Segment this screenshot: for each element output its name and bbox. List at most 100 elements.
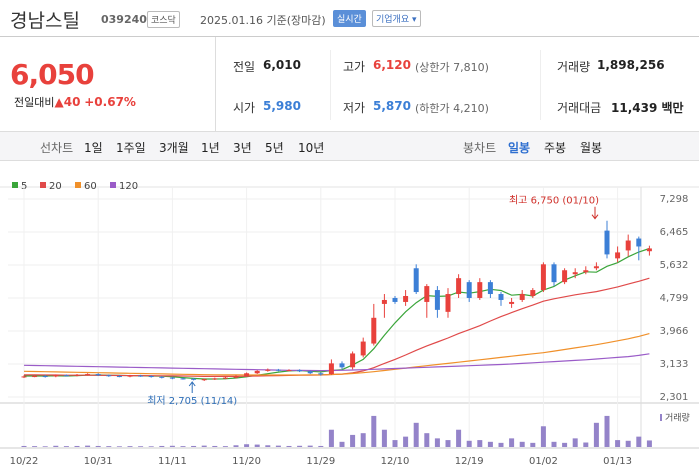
volume-bar bbox=[42, 446, 48, 447]
tab[interactable]: 1일 bbox=[84, 141, 103, 155]
date: 2025.01.16 기준(장마감) bbox=[200, 14, 326, 27]
legend-swatch bbox=[75, 182, 81, 188]
candle-body bbox=[222, 377, 228, 379]
volume-bar bbox=[169, 445, 175, 447]
tab-title: 선차트 bbox=[40, 141, 74, 155]
volume-bar bbox=[275, 445, 281, 447]
chart: 5 20 60 120 7,298 6,465 5,632 4,799 3,966 3,133 2,… bbox=[0, 181, 699, 467]
x-tick-label: 01/02 bbox=[529, 456, 558, 467]
candle-body bbox=[487, 282, 493, 295]
candle-body bbox=[646, 248, 652, 252]
candle-body bbox=[551, 264, 557, 283]
volume-bar bbox=[180, 446, 186, 447]
info-value: 6,010 bbox=[263, 58, 301, 72]
legend-label: 5 bbox=[21, 181, 27, 192]
volume-bar bbox=[477, 440, 483, 447]
market: 코스닥 bbox=[147, 11, 180, 28]
info-value: 1,898,256 bbox=[597, 58, 665, 72]
candle-body bbox=[21, 376, 27, 378]
tab[interactable]: 10년 bbox=[298, 141, 325, 155]
candle-body bbox=[318, 373, 324, 375]
x-tick-label: 12/10 bbox=[381, 456, 410, 467]
candle-body bbox=[63, 375, 69, 377]
tab[interactable]: 3개월 bbox=[159, 141, 189, 155]
overview-button[interactable]: 기업개요 ▾ bbox=[372, 10, 421, 27]
volume-bar bbox=[392, 440, 398, 447]
volume-bar bbox=[191, 445, 197, 447]
change: 전일대비▲40 +0.67% bbox=[14, 94, 136, 110]
candle-body bbox=[456, 278, 462, 295]
volume-bar bbox=[201, 445, 207, 447]
candle-body bbox=[265, 369, 271, 371]
volume-bar bbox=[106, 446, 112, 447]
tab[interactable]: 1년 bbox=[201, 141, 220, 155]
tab[interactable]: 1주일 bbox=[116, 141, 146, 155]
volume-bar bbox=[593, 422, 599, 447]
volume-bar bbox=[604, 415, 610, 447]
volume-legend-swatch bbox=[660, 414, 662, 421]
volume-bar bbox=[116, 446, 122, 447]
y-tick-label: 4,799 bbox=[660, 293, 689, 304]
candle-body bbox=[286, 370, 292, 372]
x-tick-label: 10/22 bbox=[10, 456, 39, 467]
volume-bar bbox=[498, 442, 504, 447]
max-annotation: 최고 6,750 (01/10) bbox=[509, 195, 599, 207]
candle-body bbox=[424, 286, 430, 302]
volume-bar bbox=[318, 445, 324, 447]
ma-line bbox=[23, 333, 650, 376]
candle-body bbox=[477, 282, 483, 298]
volume-bar bbox=[583, 442, 589, 447]
volume-bar bbox=[456, 429, 462, 447]
volume-bar bbox=[328, 429, 334, 447]
volume-bar bbox=[95, 445, 101, 447]
candle-body bbox=[498, 294, 504, 300]
candle-body bbox=[509, 301, 515, 304]
change-rate: +0.67% bbox=[84, 95, 136, 109]
candle-body bbox=[233, 376, 239, 378]
tab-title: 봉차트 bbox=[463, 141, 497, 155]
volume-bar bbox=[74, 445, 80, 447]
candle-body bbox=[85, 374, 91, 376]
candle-body bbox=[604, 230, 610, 255]
volume-bar bbox=[63, 446, 69, 447]
volume-bar bbox=[53, 445, 59, 447]
candle-body bbox=[540, 264, 546, 291]
volume-bar bbox=[127, 446, 133, 447]
volume-bar bbox=[572, 438, 578, 447]
candle-body bbox=[127, 375, 133, 377]
stock-name: 경남스틸 bbox=[10, 10, 80, 32]
divider bbox=[215, 37, 216, 131]
candle-body bbox=[254, 370, 260, 374]
x-tick-label: 11/11 bbox=[158, 456, 187, 467]
candle-body bbox=[148, 376, 154, 378]
realtime-button[interactable]: 실시간 bbox=[333, 10, 366, 27]
stock-code: 039240 bbox=[101, 13, 147, 26]
tab[interactable]: 월봉 bbox=[580, 141, 603, 155]
candle-body bbox=[625, 240, 631, 251]
info-value: 5,980 bbox=[263, 99, 301, 113]
tab[interactable]: 5년 bbox=[265, 141, 284, 155]
candle-body bbox=[583, 270, 589, 273]
tab[interactable]: 주봉 bbox=[544, 141, 567, 155]
candle-body bbox=[191, 378, 197, 380]
volume-bar bbox=[530, 442, 536, 447]
candle-body bbox=[32, 376, 38, 378]
volume-bar bbox=[339, 441, 345, 447]
legend-label: 120 bbox=[119, 181, 138, 192]
tab[interactable]: 3년 bbox=[233, 141, 252, 155]
volume-bar bbox=[371, 415, 377, 447]
candle-body bbox=[275, 369, 281, 371]
volume-bar bbox=[381, 429, 387, 447]
y-tick-label: 3,133 bbox=[660, 359, 689, 370]
candle-body bbox=[445, 294, 451, 312]
volume-bar bbox=[360, 433, 366, 447]
volume-bar bbox=[424, 433, 430, 447]
tab[interactable]: 일봉 bbox=[508, 141, 531, 155]
volume-bar bbox=[540, 426, 546, 447]
x-tick-label: 11/20 bbox=[232, 456, 261, 467]
up-icon: ▲ bbox=[54, 95, 64, 109]
volume-bar bbox=[350, 434, 356, 447]
volume-bar bbox=[148, 446, 154, 447]
volume-bar bbox=[434, 438, 440, 447]
